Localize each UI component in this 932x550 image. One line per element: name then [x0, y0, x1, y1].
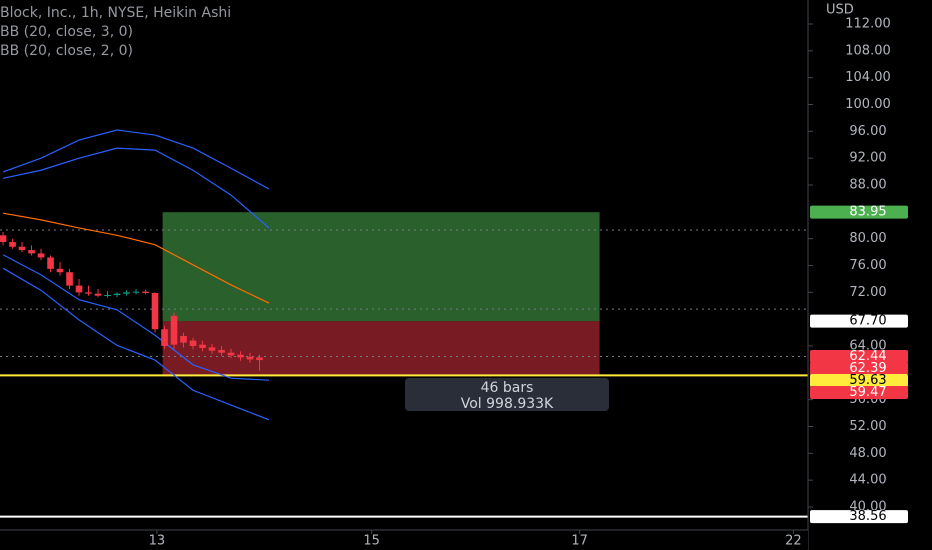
price-label: 59.63: [849, 373, 886, 388]
candle-body: [170, 315, 178, 345]
indicator-legend[interactable]: BB (20, close, 3, 0): [0, 24, 133, 40]
x-tick-label: 22: [785, 534, 802, 549]
price-label: 62.39: [849, 361, 886, 376]
price-label-bg: [810, 205, 908, 219]
candle-body: [123, 292, 130, 294]
candle-body: [104, 295, 111, 297]
plot-area: [0, 129, 808, 518]
y-tick-label: 76.00: [849, 258, 886, 273]
y-tick-label: 64.00: [849, 338, 886, 353]
candle-body: [218, 350, 225, 353]
candle-body: [189, 340, 197, 346]
y-tick-label: 112.00: [845, 17, 891, 32]
axes: 40.0044.0048.0052.0056.0064.0072.0076.00…: [149, 17, 908, 549]
bollinger-line: [2, 129, 270, 190]
price-label: 38.56: [849, 509, 886, 524]
price-label: 83.95: [849, 205, 886, 220]
bollinger-line: [2, 147, 270, 229]
candle-body: [256, 357, 263, 361]
bollinger-line: [2, 267, 270, 421]
candle-body: [142, 291, 149, 294]
candle-body: [180, 335, 187, 343]
candle-body: [66, 272, 73, 286]
y-tick-label: 44.00: [849, 473, 886, 488]
y-tick-label: 108.00: [845, 43, 891, 58]
candle-body: [161, 329, 168, 346]
bollinger-line: [2, 254, 270, 381]
candle-body: [56, 268, 64, 273]
y-tick-label: 72.00: [849, 285, 886, 300]
candle-body: [237, 354, 244, 358]
price-label-bg: [810, 314, 908, 328]
bollinger-line: [2, 212, 270, 304]
y-tick-label: 100.00: [845, 97, 891, 112]
candle-body: [208, 347, 216, 351]
tooltip-box: [405, 378, 609, 411]
candle-body: [9, 242, 16, 247]
price-label: 62.44: [849, 349, 886, 364]
candle-body: [227, 352, 235, 356]
time-axis-bg: [0, 530, 808, 550]
candle-body: [18, 246, 26, 251]
y-tick-label: 52.00: [849, 419, 886, 434]
price-label-bg: [810, 373, 908, 387]
y-tick-label: 92.00: [849, 151, 886, 166]
price-label-bg: [810, 349, 908, 363]
candle-body: [113, 293, 121, 296]
price-label-bg: [810, 385, 908, 399]
y-tick-label: 48.00: [849, 446, 886, 461]
price-axis-bg: [808, 0, 932, 550]
candle-body: [132, 291, 140, 293]
candle-body: [94, 293, 102, 296]
candle-body: [37, 253, 45, 258]
price-label: 59.47: [849, 385, 886, 400]
x-tick-label: 17: [571, 534, 588, 549]
currency-label: USD: [826, 3, 854, 18]
candle-body: [0, 235, 7, 243]
candle-body: [47, 257, 54, 269]
candle-body: [151, 293, 159, 330]
y-tick-label: 104.00: [845, 70, 891, 85]
candle-body: [75, 285, 83, 293]
price-label: 67.70: [849, 314, 886, 329]
candle-body: [246, 356, 254, 360]
y-tick-label: 96.00: [849, 124, 886, 139]
y-tick-label: 88.00: [849, 178, 886, 193]
candle-body: [28, 250, 35, 254]
profit-zone: [162, 212, 600, 322]
x-tick-label: 13: [149, 534, 166, 549]
symbol-title[interactable]: Block, Inc., 1h, NYSE, Heikin Ashi: [0, 5, 231, 21]
candle-body: [199, 344, 206, 349]
tooltip-bars: 46 bars: [481, 380, 534, 396]
price-label-bg: [810, 361, 908, 375]
x-tick-label: 15: [363, 534, 380, 549]
indicator-legend[interactable]: BB (20, close, 2, 0): [0, 43, 133, 59]
measure-tooltip: 46 bars Vol 998.933K: [405, 378, 609, 412]
tooltip-volume: Vol 998.933K: [461, 396, 554, 412]
price-label-bg: [810, 510, 908, 524]
y-tick-label: 80.00: [849, 231, 886, 246]
loss-zone: [162, 321, 600, 377]
candle-body: [85, 292, 92, 294]
